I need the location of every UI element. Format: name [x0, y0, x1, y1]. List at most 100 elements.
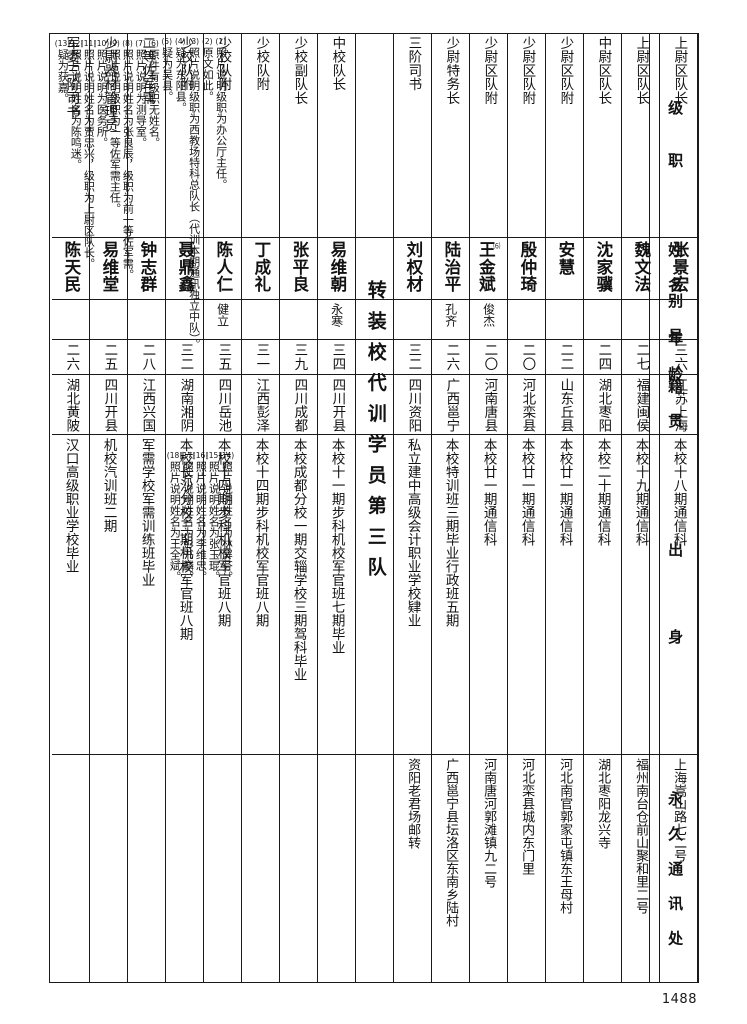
- cell-text-rank: 二等佐军需: [139, 36, 156, 105]
- cell-origin: 河北栾县: [508, 375, 545, 435]
- cell-text-origin: 广西邕宁: [443, 378, 460, 432]
- cell-text-origin: 江西彭泽: [253, 378, 270, 432]
- cell-edu: 汉口高级职业学校毕业: [52, 435, 89, 755]
- footnote-item: (16) 照片说明姓名为李维忠。: [192, 451, 209, 582]
- cell-text-origin: 江苏上海: [671, 378, 688, 432]
- cell-edu: 私立建中高级会计职业学校肄业: [394, 435, 431, 755]
- cell-name: 易维朝: [318, 238, 355, 300]
- cell-origin: 四川开县: [318, 375, 355, 435]
- cell-text-rank: 少尉区队附: [557, 36, 574, 105]
- cell-name: 钟志群: [128, 238, 165, 300]
- cell-age: 二五: [90, 340, 127, 375]
- cell-text-origin: 河南唐县: [481, 378, 498, 432]
- cell-edu: 本校廿一期通信科: [508, 435, 545, 755]
- cell-text-age: 二六: [63, 343, 80, 372]
- cell-text-alias: 永寒: [329, 303, 344, 327]
- cell-text-name: 沈家骥: [593, 241, 613, 293]
- cell-text-age: 三一: [253, 343, 270, 372]
- cell-text-edu: 本校长沙分校三期机校军官班八期: [176, 438, 193, 641]
- footnote-item: (1) 照片说明级职为办公厅主任。: [214, 38, 228, 349]
- cell-alias: [622, 300, 659, 340]
- footnote-number: (2): [201, 37, 213, 46]
- cell-addr: 上海嵩山路七二号: [660, 755, 697, 983]
- cell-alias: [394, 300, 431, 340]
- cell-origin: 四川岳池: [204, 375, 241, 435]
- cell-text-origin: 四川开县: [101, 378, 118, 432]
- cell-addr: [318, 755, 355, 983]
- table-column-record: 少校副队长 张平良 三九 四川成都 本校成都分校一期交辎学校三期驾科毕业: [280, 33, 318, 983]
- cell-age: 二〇: [470, 340, 507, 375]
- cell-text-age: 三二: [177, 343, 194, 372]
- cell-edu: 本校十八期通信科: [660, 435, 697, 755]
- cell-origin: 江苏上海: [660, 375, 697, 435]
- table-column-record: 中校队长 易维朝 永寒 三四 四川开县 本校十一期步科机校军官班七期毕业: [318, 33, 356, 983]
- cell-text-addr: 河北栾县城内东门里: [519, 758, 535, 875]
- cell-edu: 机校汽训班二期: [90, 435, 127, 755]
- table-column-record: 二等佐军需 钟志群 二八 江西兴国 军需学校军需训练班毕业: [128, 33, 166, 983]
- cell-alias: [166, 300, 203, 340]
- table-column-record: 少尉器材管理员 易维堂 二五 四川开县 机校汽训班二期: [90, 33, 128, 983]
- cell-alias: [508, 300, 545, 340]
- cell-rank: 少尉区队附: [508, 33, 545, 238]
- cell-text-rank: 少校队附: [215, 36, 232, 92]
- footnote-item: (5) 疑为吴县。: [160, 38, 174, 349]
- footnote-text: 疑为获嘉。: [56, 48, 70, 104]
- cell-rank: 二等佐军需: [128, 33, 165, 238]
- table-column-record: 三阶司书 刘权材 三二 四川资阳 私立建中高级会计职业学校肄业 资阳老君场邮转: [394, 33, 432, 983]
- cell-name: 丁成礼: [242, 238, 279, 300]
- cell-age: 三六: [660, 340, 697, 375]
- cell-text-name: 魏文法: [631, 241, 651, 293]
- table-column-record: 少尉特务长 陆治平 孔齐 二六 广西邕宁 本校特训班三期毕业行政班五期 广西邕宁县坛洛区东南…: [432, 33, 470, 983]
- cell-alias: 俊杰: [470, 300, 507, 340]
- cell-text-edu: 本校十四期步科机校军官班八期: [252, 438, 269, 627]
- cell-text-name: 易维朝: [327, 241, 347, 293]
- table-column-record: 中尉区队长 沈家骥 二四 湖北枣阳 本校二十期通信科 湖北枣阳龙兴寺: [584, 33, 622, 983]
- cell-age: 三二: [166, 340, 203, 375]
- cell-text-name: 刘权材: [403, 241, 423, 293]
- table-column-record: 军委三阶司书 陈天民 二六 湖北黄陂 汉口高级职业学校毕业: [52, 33, 90, 983]
- cell-edu: 本校二十期通信科: [584, 435, 621, 755]
- cell-origin: 湖北枣阳: [584, 375, 621, 435]
- cell-text-addr: 广西邕宁县坛洛区东南乡陆村: [443, 758, 459, 927]
- footnote-item: (10) 照片说明为医务所。: [94, 40, 109, 280]
- cell-text-age: 三六: [671, 343, 688, 372]
- cell-text-edu: 本校十九期通信科: [632, 438, 649, 546]
- cell-origin: 河南唐县: [470, 375, 507, 435]
- cell-origin: 山东丘县: [546, 375, 583, 435]
- cell-age: 三九: [280, 340, 317, 375]
- cell-addr: [166, 755, 203, 983]
- cell-text-age: 三五: [215, 343, 232, 372]
- cell-text-origin: 四川开县: [329, 378, 346, 432]
- footnote-item: (14) 照片说明姓名为林屏芬。: [219, 452, 234, 582]
- cell-rank: 三阶司书: [394, 33, 431, 238]
- table-column-record: 上尉区队长 魏文法 二七 福建闽侯 本校十九期通信科 福州南台仓前山聚和里二号: [622, 33, 660, 983]
- cell-origin: 四川资阳: [394, 375, 431, 435]
- footnote-item: (4) 疑为东阳县。: [174, 37, 188, 349]
- footnote-number: (4): [174, 37, 186, 46]
- cell-text-addr: 资阳老君场邮转: [405, 758, 421, 849]
- cell-text-name: 安慧: [555, 241, 575, 276]
- cell-edu: 本校十九期通信科: [622, 435, 659, 755]
- cell-text-edu: 本校成都分校一期交辎学校三期驾科毕业: [290, 438, 307, 681]
- cell-text-origin: 四川资阳: [405, 378, 422, 432]
- cell-alias: 永寒: [318, 300, 355, 340]
- cell-name: 陆治平: [432, 238, 469, 300]
- cell-text-edu: 本校十八期通信科: [670, 438, 687, 546]
- cell-edu: 本校十四期步科机校军官班八期: [204, 435, 241, 755]
- footnote-item: (13) 疑为获嘉。: [55, 40, 70, 280]
- cell-name: 刘权材: [394, 238, 431, 300]
- cell-rank: 中尉区队长: [584, 33, 621, 238]
- cell-rank: [356, 33, 393, 238]
- cell-origin: 四川成都: [280, 375, 317, 435]
- cell-text-edu: 机校汽训班二期: [100, 438, 117, 533]
- row-label-text: 别 号: [666, 293, 685, 346]
- footnote-number: (16): [192, 451, 209, 460]
- cell-text-edu: 本校二十期通信科: [594, 438, 611, 546]
- cell-age: [356, 340, 393, 375]
- cell-text-name: 聂鼎鑫: [175, 241, 195, 293]
- cell-addr: [90, 755, 127, 983]
- cell-alias: [90, 300, 127, 340]
- footnote-text: 疑为东阳县。: [174, 46, 188, 113]
- cell-origin: 湖北黄陂: [52, 375, 89, 435]
- footnote-text: 照片说明为医务所。: [95, 48, 109, 148]
